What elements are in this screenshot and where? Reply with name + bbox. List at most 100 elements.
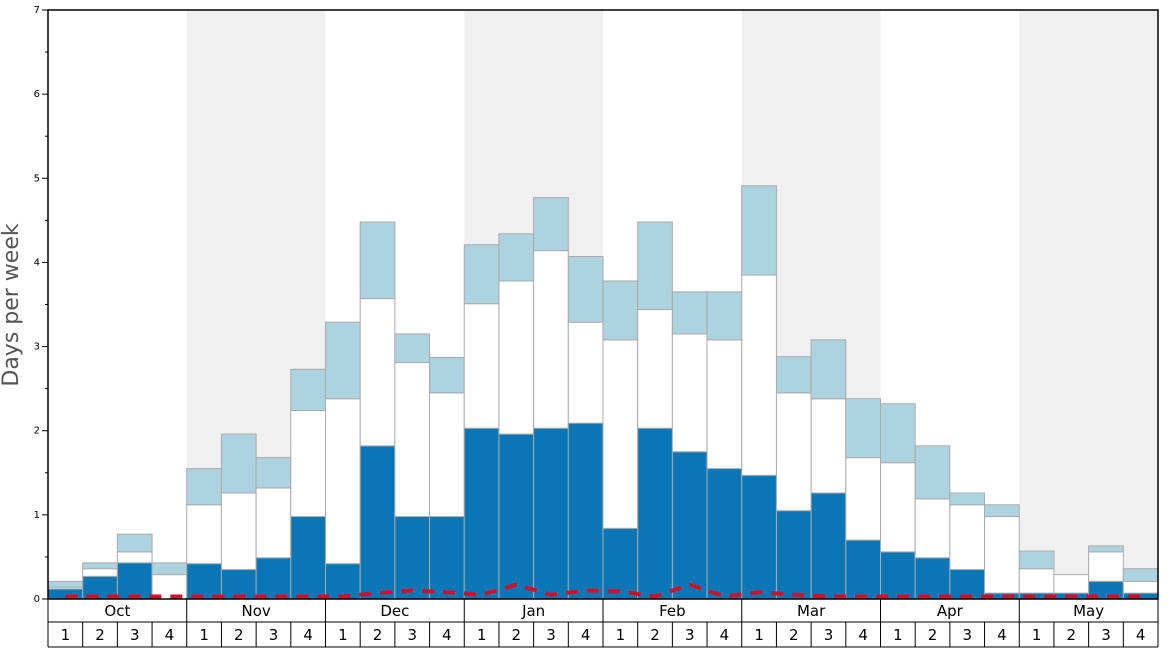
bar-segment	[741, 185, 777, 276]
x-tick-label: 3	[546, 626, 556, 644]
bar-segment	[429, 357, 465, 394]
bar-segment	[706, 339, 743, 470]
x-tick-label: 1	[338, 626, 348, 644]
bar-segment	[602, 280, 639, 341]
x-tick-label: 3	[962, 626, 972, 644]
bar-segment	[1122, 580, 1159, 594]
bar-segment	[47, 580, 84, 588]
bar-segment	[567, 422, 604, 600]
bar-segment	[429, 516, 465, 600]
bar-segment	[498, 433, 535, 600]
x-tick-label: 1	[199, 626, 209, 644]
bar-segment	[186, 563, 222, 600]
bar-segment	[880, 403, 916, 464]
y-tick-label: 2	[34, 426, 40, 437]
bar-segment	[637, 309, 673, 429]
bar-segment	[359, 298, 396, 447]
month-label: May	[1073, 602, 1104, 620]
x-tick-label: 4	[720, 626, 730, 644]
x-tick-label: 1	[1032, 626, 1042, 644]
bar-segment	[533, 250, 569, 429]
bar-segment	[775, 356, 812, 394]
bar-segment	[498, 233, 535, 282]
bar-segment	[325, 398, 361, 565]
bar-segment	[220, 492, 257, 571]
bar-segment	[810, 492, 847, 600]
bar-segment	[498, 280, 535, 435]
month-label: Feb	[659, 602, 686, 620]
bar-segment	[914, 498, 951, 559]
x-tick-label: 4	[303, 626, 313, 644]
x-tick-label: 2	[789, 626, 799, 644]
bar-segment	[359, 445, 396, 600]
bar-segment	[186, 468, 222, 506]
bar-segment	[880, 462, 916, 553]
bar-segment	[151, 562, 188, 576]
x-tick-label: 4	[1136, 626, 1146, 644]
bar-segment	[914, 557, 951, 600]
month-shade	[1019, 10, 1158, 599]
bar-segment	[775, 392, 812, 512]
x-tick-label: 1	[61, 626, 71, 644]
bar-segment	[325, 321, 361, 400]
month-label: Dec	[380, 602, 409, 620]
bar-segment	[359, 221, 396, 300]
x-tick-label: 2	[95, 626, 105, 644]
line-series	[65, 582, 1141, 599]
x-tick-label: 4	[858, 626, 868, 644]
x-tick-label: 2	[928, 626, 938, 644]
x-tick-label: 2	[234, 626, 244, 644]
x-tick-label: 3	[685, 626, 695, 644]
bar-segment	[533, 427, 569, 600]
bar-segment	[394, 362, 431, 518]
x-tick-label: 2	[512, 626, 522, 644]
bar-segment	[671, 451, 708, 600]
x-tick-label: 2	[650, 626, 660, 644]
bar-segment	[949, 569, 986, 600]
x-tick-label: 4	[581, 626, 591, 644]
x-tick-label: 3	[1101, 626, 1111, 644]
y-tick-label: 3	[34, 342, 40, 353]
y-tick-label: 0	[34, 594, 40, 605]
bar-segment	[845, 539, 881, 600]
bar-segment	[463, 427, 500, 600]
bar-segment	[845, 398, 881, 459]
y-tick-label: 7	[34, 5, 40, 16]
bar-segment	[741, 474, 777, 600]
bar-segment	[394, 333, 431, 364]
bar-segment	[82, 562, 118, 570]
bar-segment	[810, 398, 847, 494]
month-label: Apr	[937, 602, 964, 620]
x-tick-label: 3	[824, 626, 834, 644]
bar-segment	[429, 392, 465, 518]
y-tick-label: 5	[34, 173, 40, 184]
bar-segment	[463, 244, 500, 305]
bar-segment	[845, 457, 881, 541]
bar-segment	[290, 410, 326, 518]
bar-segment	[394, 516, 431, 600]
bar-segment	[949, 492, 986, 506]
y-tick-label: 4	[34, 257, 40, 268]
bar-segment	[567, 321, 604, 424]
x-tick-label: 2	[1067, 626, 1077, 644]
bar-segment	[880, 551, 916, 600]
bar-segment	[463, 303, 500, 429]
bar-segment	[325, 563, 361, 600]
y-tick-label: 6	[34, 89, 40, 100]
bar-segment	[1053, 574, 1090, 594]
bar-segment	[741, 274, 777, 476]
x-tick-label: 1	[754, 626, 764, 644]
bar-segment	[949, 504, 986, 571]
month-label: Jan	[521, 602, 545, 620]
month-label: Nov	[241, 602, 270, 620]
bar-segment	[255, 557, 292, 600]
bar-segment	[533, 197, 569, 252]
bar-segment	[116, 551, 153, 564]
y-axis-label: Days per week	[0, 223, 24, 386]
bar-segment	[116, 533, 153, 553]
bar-segment	[984, 504, 1020, 518]
x-tick-label: 1	[893, 626, 903, 644]
bar-segment	[914, 445, 951, 500]
bar-segment	[255, 457, 292, 489]
bar-segment	[1122, 568, 1159, 582]
